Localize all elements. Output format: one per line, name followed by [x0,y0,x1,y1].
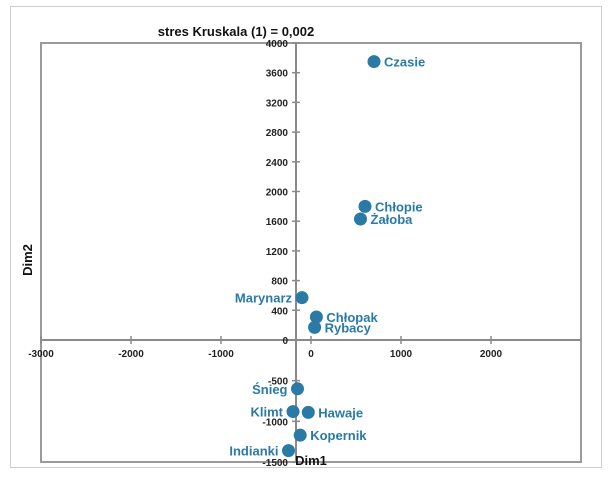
x-tick-label: 2000 [480,349,503,360]
data-points [282,55,381,458]
tick-labels: -3000 -2000 -1000 0 1000 2000 -1500 -1000 -500 0 4… [28,39,502,467]
x-tick-label: 1000 [390,349,413,360]
data-point-label: Chłopie [375,199,423,214]
y-tick-label: 3200 [266,98,289,109]
scatter-chart: -3000 -2000 -1000 0 1000 2000 -1500 -1000 -500 0 4… [20,24,582,467]
y-tick-label: -1500 [262,458,288,467]
x-tick-label: -3000 [28,349,54,360]
plot-area [40,42,582,463]
y-tick-label: 3600 [266,69,289,80]
y-tick-label: 400 [271,306,288,317]
y-tick-label: 2400 [266,158,289,169]
x-tick-label: 0 [308,349,314,360]
data-point [354,212,367,226]
y-tick-label: -1000 [262,417,288,428]
y-tick-label: 1200 [266,247,289,258]
axes [40,42,581,463]
data-point [295,291,309,305]
y-tick-label: 2800 [266,128,289,139]
chart-title: stres Kruskala (1) = 0,002 [158,24,314,39]
y-tick-label: 1600 [266,217,289,228]
y-tick-label: 0 [282,336,288,347]
y-tick-label: 800 [271,277,288,288]
data-point [301,405,315,419]
data-point [367,55,381,69]
x-tick-label: -2000 [118,349,144,360]
data-point [286,405,300,419]
data-point [308,320,322,334]
data-point-label: Chłopak [326,310,378,325]
data-point-label: Rybacy [325,320,372,335]
data-point-label: Marynarz [235,291,293,306]
x-axis-label: Dim1 [295,453,327,467]
data-point-label: Czasie [384,55,425,70]
data-point-label: Śnieg [252,382,287,397]
y-axis-label: Dim2 [20,244,35,276]
chart-frame: -3000 -2000 -1000 0 1000 2000 -1500 -1000 -500 0 4… [10,6,602,468]
data-point-label: Klimt [251,405,284,420]
data-point [358,199,372,213]
y-tick-label: 4000 [266,39,289,50]
data-point [293,428,307,442]
data-point-label: Hawaje [318,405,363,420]
data-point-label: Kopernik [310,428,367,443]
x-tick-label: -1000 [208,349,234,360]
data-point-label: Indianki [229,444,278,459]
data-point [309,310,323,324]
data-point [282,444,295,458]
y-tick-label: 2000 [266,188,289,199]
data-point [291,382,304,396]
y-tick-label: -500 [268,377,288,388]
data-point-label: Żałoba [371,212,414,227]
